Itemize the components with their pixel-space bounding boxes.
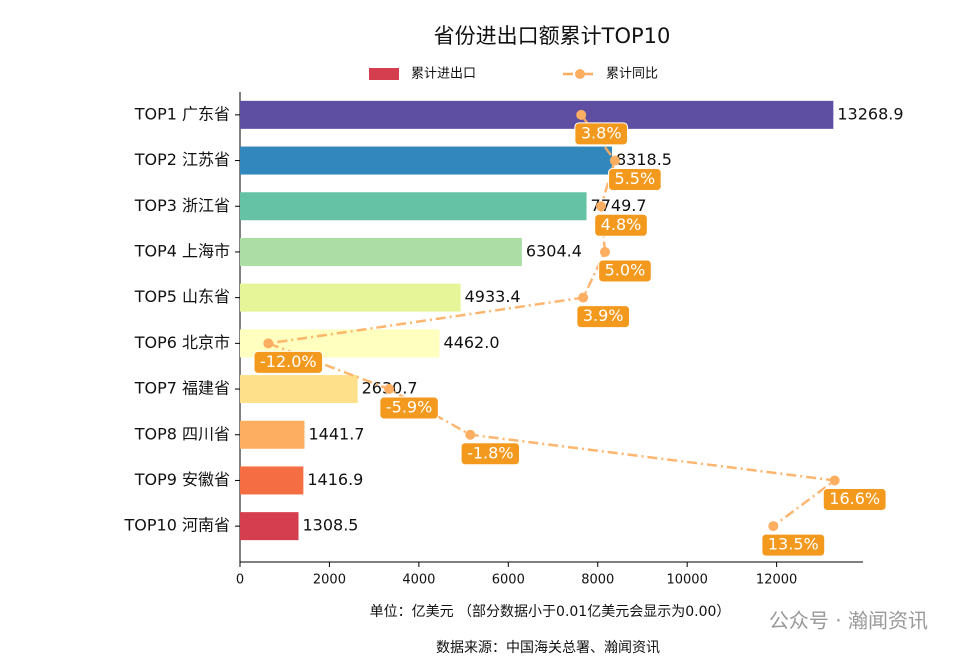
y-tick-label: TOP8 四川省 — [134, 424, 230, 443]
bar — [240, 237, 522, 266]
line-marker — [596, 201, 607, 212]
bar-value-label: 8318.5 — [616, 150, 672, 169]
bar — [240, 512, 299, 541]
legend-label: 累计同比 — [606, 67, 658, 82]
label-box — [598, 259, 652, 283]
line-value-label-text: 4.8% — [601, 215, 642, 234]
label-box — [253, 350, 324, 374]
x-tick-label: 4000 — [402, 573, 435, 588]
line-marker — [599, 246, 610, 257]
y-tick-label: TOP3 浙江省 — [134, 196, 230, 215]
line-value-label-text: -12.0% — [260, 352, 317, 371]
label-box — [574, 122, 629, 146]
bar-value-label: 4462.0 — [444, 333, 500, 352]
line-marker — [768, 521, 779, 532]
line-marker — [263, 338, 274, 349]
line-value-label-text: 3.8% — [581, 123, 622, 142]
bar — [240, 283, 461, 312]
watermark: 公众号 · 瀚闻资讯 — [769, 609, 928, 633]
line-value-label-text: -1.8% — [467, 443, 513, 462]
line-value-label: -1.8% — [460, 442, 521, 466]
line-marker — [384, 384, 395, 395]
line-value-label: 16.6% — [822, 487, 887, 511]
bar-value-label: 4933.4 — [465, 287, 521, 306]
bar — [240, 466, 304, 495]
bar-value-label: 1308.5 — [303, 516, 359, 535]
x-tick-label: 10000 — [666, 573, 707, 588]
line-value-label: 4.8% — [594, 213, 648, 237]
line-value-label: 3.8% — [574, 122, 629, 146]
x-tick-label: 8000 — [581, 573, 614, 588]
line-marker — [576, 109, 587, 120]
label-box — [608, 168, 662, 192]
legend-label: 累计进出口 — [411, 67, 476, 82]
label-box — [576, 305, 631, 329]
bar — [240, 420, 305, 449]
chart-title: 省份进出口额累计TOP10 — [434, 24, 671, 48]
label-box — [460, 442, 521, 466]
bar-value-label: 7749.7 — [591, 196, 647, 215]
legend-marker — [575, 69, 585, 79]
line-value-label: 13.5% — [761, 533, 826, 557]
bar-value-label: 6304.4 — [526, 241, 582, 260]
line-value-label: 5.5% — [608, 168, 662, 192]
label-box — [822, 487, 887, 511]
y-tick-label: TOP4 上海市 — [134, 241, 230, 260]
line-value-label-text: 3.9% — [583, 306, 624, 325]
y-tick-label: TOP2 江苏省 — [134, 150, 230, 169]
y-tick-label: TOP7 福建省 — [134, 379, 230, 398]
y-tick-label: TOP9 安徽省 — [134, 470, 230, 489]
line-value-label-text: 5.0% — [605, 260, 646, 279]
line-value-label: -12.0% — [253, 350, 324, 374]
line-value-label: 5.0% — [598, 259, 652, 283]
x-axis-label: 单位：亿美元 （部分数据小于0.01亿美元会显示为0.00） — [370, 604, 731, 620]
y-tick-label: TOP5 山东省 — [134, 287, 230, 306]
bar — [240, 192, 587, 221]
x-tick-label: 12000 — [756, 573, 797, 588]
label-box — [379, 396, 439, 420]
bar-value-label: 1441.7 — [308, 424, 364, 443]
y-tick-label: TOP1 广东省 — [134, 104, 230, 123]
line-value-label-text: 16.6% — [829, 489, 880, 508]
x-tick-label: 0 — [236, 573, 244, 588]
line-marker — [829, 475, 840, 486]
y-tick-label: TOP10 河南省 — [124, 516, 230, 535]
line-value-label: -5.9% — [379, 396, 439, 420]
label-box — [761, 533, 826, 557]
line-value-label-text: 5.5% — [615, 169, 656, 188]
line-marker — [609, 155, 620, 166]
bar — [240, 100, 834, 129]
source: 数据来源：中国海关总署、瀚闻资讯 — [436, 640, 660, 656]
x-tick-label: 6000 — [492, 573, 525, 588]
label-box — [594, 213, 648, 237]
line-value-label: 3.9% — [576, 305, 631, 329]
line-value-label-text: -5.9% — [386, 398, 432, 417]
line-value-label-text: 13.5% — [768, 535, 819, 554]
line — [263, 114, 838, 528]
line-marker — [465, 429, 476, 440]
bar-value-label: 1416.9 — [307, 470, 363, 489]
bar — [240, 146, 612, 175]
bar-value-label: 13268.9 — [837, 104, 903, 123]
legend-swatch — [369, 68, 399, 80]
y-tick-label: TOP6 北京市 — [134, 333, 230, 352]
bar — [240, 375, 358, 404]
line-marker — [578, 292, 589, 303]
x-tick-label: 2000 — [313, 573, 346, 588]
